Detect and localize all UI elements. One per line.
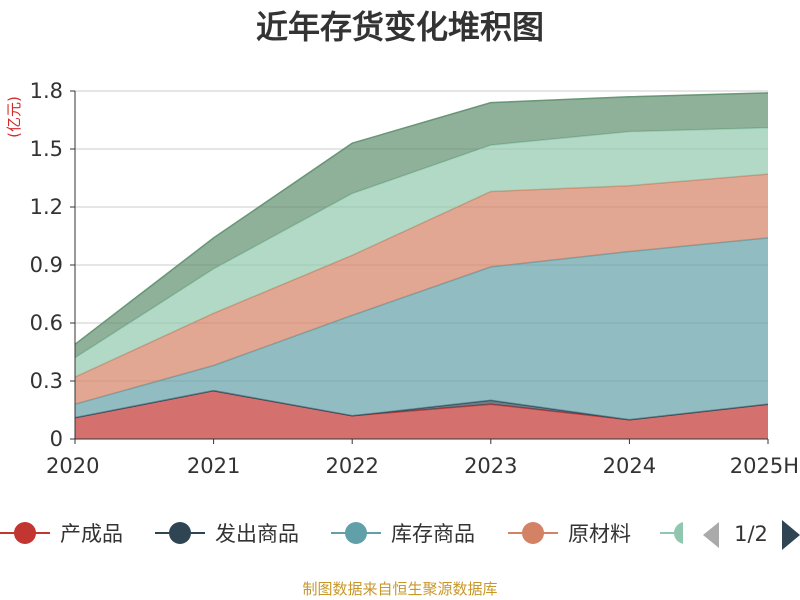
legend-label: 产成品: [60, 522, 123, 546]
legend-item[interactable]: 发出商品: [155, 522, 299, 546]
y-tick-label: 0.6: [30, 311, 63, 335]
x-tick-label: 2023: [464, 454, 517, 478]
legend-item[interactable]: 原材料: [508, 522, 631, 546]
y-tick-label: 0: [50, 427, 63, 451]
legend-label: 库存商品: [391, 522, 475, 546]
x-tick-label: 2021: [187, 454, 240, 478]
area-series-line-3: [74, 237, 769, 405]
x-tick-label: 2022: [325, 454, 378, 478]
area-series-4: [75, 174, 768, 405]
x-tick-label: 2024: [603, 454, 656, 478]
legend: 产成品 发出商品 库存商品 原材料 1/2: [0, 520, 800, 550]
area-series-6: [75, 92, 768, 358]
y-tick-label: 0.9: [30, 253, 63, 277]
legend-marker: [169, 522, 191, 544]
y-tick-label: 1.2: [30, 195, 63, 219]
chart-title: 近年存货变化堆积图: [256, 8, 544, 46]
area-series-5: [75, 127, 768, 378]
area-series-3: [75, 237, 768, 420]
area-series: [74, 92, 769, 439]
axes: 0 0.3 0.6 0.9 1.2 1.5 1.8 2020 2021 2022 2023 2024 2…: [30, 79, 799, 478]
y-tick-label: 0.3: [30, 369, 63, 393]
x-tick-label: 2025H: [730, 454, 799, 478]
legend-marker: [522, 522, 544, 544]
legend-marker: [674, 522, 683, 544]
area-series-1: [75, 390, 768, 439]
y-tick-label: 1.8: [30, 79, 63, 103]
legend-item-clipped: [660, 522, 683, 544]
legend-item[interactable]: 库存商品: [331, 522, 475, 546]
x-tick-label: 2020: [46, 454, 99, 478]
area-series-line-6: [74, 92, 769, 345]
legend-label: 发出商品: [215, 522, 299, 546]
legend-page-indicator: 1/2: [734, 522, 768, 546]
unit-label: (亿元): [5, 96, 23, 138]
y-tick-label: 1.5: [30, 137, 63, 161]
legend-marker: [345, 522, 367, 544]
legend-label: 原材料: [568, 522, 631, 546]
legend-marker: [14, 522, 36, 544]
source-note: 制图数据来自恒生聚源数据库: [302, 580, 497, 598]
legend-prev-page-icon[interactable]: [703, 522, 719, 548]
legend-item[interactable]: 产成品: [0, 522, 123, 546]
legend-next-page-icon[interactable]: [782, 520, 800, 550]
